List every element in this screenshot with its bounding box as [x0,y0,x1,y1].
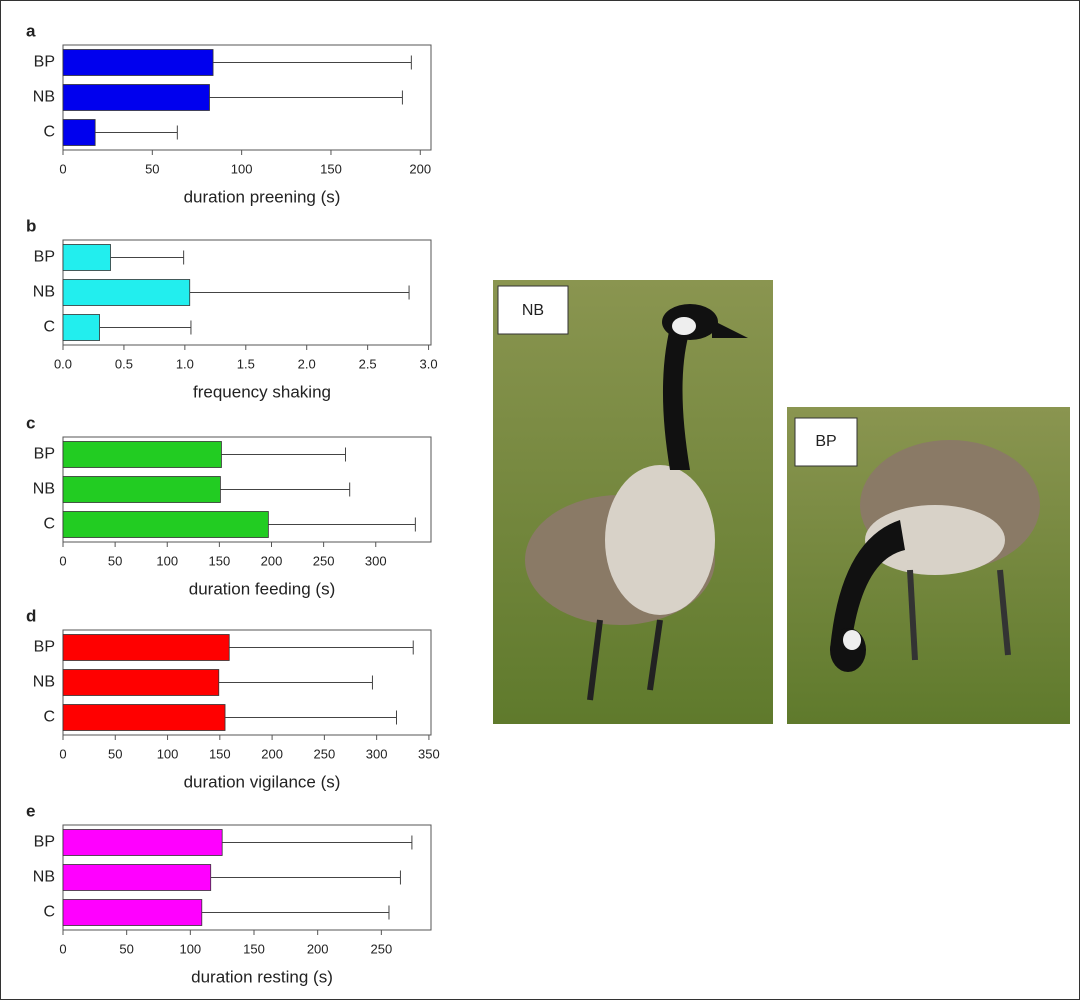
x-tick-label: 2.0 [298,356,316,371]
y-tick-label: BP [34,834,55,851]
x-tick-label: 100 [157,746,179,761]
bar [62,864,212,891]
x-tick-label: 250 [314,746,336,761]
x-axis-label: duration preening (s) [184,187,341,206]
panel-letter: c [26,413,35,432]
photo-label: BP [815,433,836,450]
bar [62,511,269,538]
x-tick-label: 0 [59,161,66,176]
x-tick-label: 100 [179,941,201,956]
x-tick-label: 200 [261,553,283,568]
x-tick-label: 50 [119,941,133,956]
x-tick-label: 200 [409,161,431,176]
bar [62,244,111,271]
bar [62,669,220,696]
photo-nb: NB [493,280,773,724]
y-tick-label: NB [33,869,55,886]
x-tick-label: 0 [59,553,66,568]
y-tick-label: BP [34,639,55,656]
x-tick-label: 50 [108,553,122,568]
y-tick-label: BP [34,249,55,266]
bar [62,634,230,661]
x-tick-label: 300 [366,746,388,761]
x-tick-label: 100 [231,161,253,176]
x-axis-label: duration vigilance (s) [184,772,341,791]
y-tick-label: NB [33,89,55,106]
x-tick-label: 150 [320,161,342,176]
x-tick-label: 50 [108,746,122,761]
bar [62,119,96,146]
y-tick-label: C [43,904,55,921]
y-tick-label: C [43,319,55,336]
y-tick-label: C [43,516,55,533]
bar [62,279,191,306]
bar [62,49,214,76]
x-tick-label: 50 [145,161,159,176]
x-tick-label: 250 [313,553,335,568]
x-axis-label: frequency shaking [193,382,331,401]
bar [62,441,222,468]
panel-letter: e [26,801,35,820]
bar [62,704,226,731]
x-tick-label: 200 [307,941,329,956]
x-tick-label: 150 [209,553,231,568]
x-tick-label: 100 [156,553,178,568]
photo-bp: BP [787,407,1070,724]
y-tick-label: NB [33,674,55,691]
y-tick-label: C [43,709,55,726]
y-tick-label: NB [33,284,55,301]
x-tick-label: 350 [418,746,440,761]
x-tick-label: 200 [261,746,283,761]
bar [62,476,221,503]
y-tick-label: BP [34,54,55,71]
x-axis-label: duration feeding (s) [189,579,335,598]
photo-label: NB [522,302,544,319]
panel-letter: d [26,606,36,625]
bar [62,314,100,341]
x-tick-label: 150 [209,746,231,761]
x-tick-label: 0.5 [115,356,133,371]
x-tick-label: 0 [59,941,66,956]
x-tick-label: 150 [243,941,265,956]
x-tick-label: 3.0 [420,356,438,371]
x-tick-label: 300 [365,553,387,568]
y-tick-label: C [43,124,55,141]
panel-letter: b [26,216,36,235]
panel-letter: a [26,21,36,40]
x-tick-label: 0.0 [54,356,72,371]
x-tick-label: 250 [370,941,392,956]
x-tick-label: 0 [59,746,66,761]
y-tick-label: NB [33,481,55,498]
x-tick-label: 1.5 [237,356,255,371]
bar [62,899,203,926]
bar [62,84,210,111]
bar [62,829,223,856]
x-axis-label: duration resting (s) [191,967,333,986]
y-tick-label: BP [34,446,55,463]
x-tick-label: 2.5 [359,356,377,371]
x-tick-label: 1.0 [176,356,194,371]
